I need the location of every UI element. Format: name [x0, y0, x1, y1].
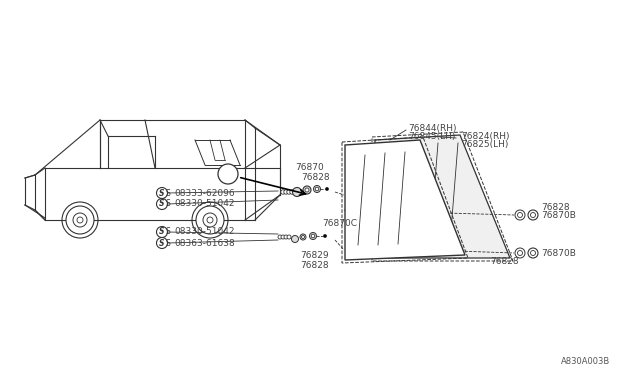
- Circle shape: [531, 250, 536, 256]
- Text: 76828: 76828: [541, 202, 570, 212]
- Circle shape: [531, 212, 536, 218]
- Text: S: S: [159, 238, 164, 247]
- Text: 76844(RH): 76844(RH): [408, 124, 456, 132]
- Circle shape: [300, 234, 306, 240]
- Circle shape: [281, 190, 285, 194]
- Text: S: S: [159, 189, 164, 198]
- Circle shape: [528, 210, 538, 220]
- Circle shape: [291, 235, 298, 243]
- Circle shape: [518, 250, 522, 256]
- Circle shape: [284, 235, 288, 239]
- Text: 76829: 76829: [301, 251, 330, 260]
- Circle shape: [311, 234, 315, 238]
- Circle shape: [207, 217, 213, 223]
- Text: S: S: [166, 228, 170, 237]
- Circle shape: [218, 164, 238, 184]
- Circle shape: [323, 234, 326, 237]
- Circle shape: [281, 235, 285, 239]
- Circle shape: [290, 190, 294, 194]
- Text: 76870: 76870: [296, 164, 324, 173]
- Text: 08363-61638: 08363-61638: [174, 238, 235, 247]
- Text: S: S: [166, 238, 170, 247]
- Text: S: S: [166, 199, 170, 208]
- Circle shape: [515, 210, 525, 220]
- Text: 76870B: 76870B: [541, 250, 576, 259]
- Circle shape: [314, 186, 321, 192]
- Circle shape: [287, 235, 291, 239]
- Circle shape: [326, 187, 328, 190]
- Circle shape: [157, 187, 168, 199]
- Circle shape: [157, 227, 168, 237]
- Circle shape: [66, 206, 94, 234]
- Text: 08330-51042: 08330-51042: [174, 199, 234, 208]
- Text: S: S: [159, 228, 164, 237]
- Circle shape: [157, 237, 168, 248]
- Circle shape: [73, 213, 87, 227]
- Circle shape: [528, 248, 538, 258]
- Circle shape: [203, 213, 217, 227]
- Circle shape: [301, 235, 305, 238]
- Text: A830A003B: A830A003B: [561, 357, 610, 366]
- Circle shape: [515, 248, 525, 258]
- Circle shape: [305, 188, 309, 192]
- Text: 76870B: 76870B: [541, 212, 576, 221]
- Circle shape: [310, 232, 317, 240]
- Circle shape: [157, 199, 168, 209]
- Text: 76845(LH): 76845(LH): [408, 131, 456, 141]
- Text: 08333-62096: 08333-62096: [174, 189, 235, 198]
- Circle shape: [287, 190, 291, 194]
- Circle shape: [315, 187, 319, 191]
- Circle shape: [303, 186, 311, 194]
- Text: 76870C: 76870C: [322, 219, 357, 228]
- Polygon shape: [375, 135, 510, 258]
- Text: S: S: [166, 189, 170, 198]
- Text: 76825(LH): 76825(LH): [461, 140, 508, 148]
- Text: 76828: 76828: [301, 173, 330, 183]
- Circle shape: [278, 235, 282, 239]
- Text: S: S: [159, 199, 164, 208]
- Text: 76828: 76828: [490, 257, 518, 266]
- Text: 08330-51042: 08330-51042: [174, 228, 234, 237]
- Text: 76824(RH): 76824(RH): [461, 131, 509, 141]
- Circle shape: [292, 187, 301, 196]
- Circle shape: [518, 212, 522, 218]
- Circle shape: [196, 206, 224, 234]
- Circle shape: [77, 217, 83, 223]
- Polygon shape: [345, 140, 465, 260]
- Circle shape: [284, 190, 288, 194]
- Text: 76828: 76828: [301, 260, 330, 269]
